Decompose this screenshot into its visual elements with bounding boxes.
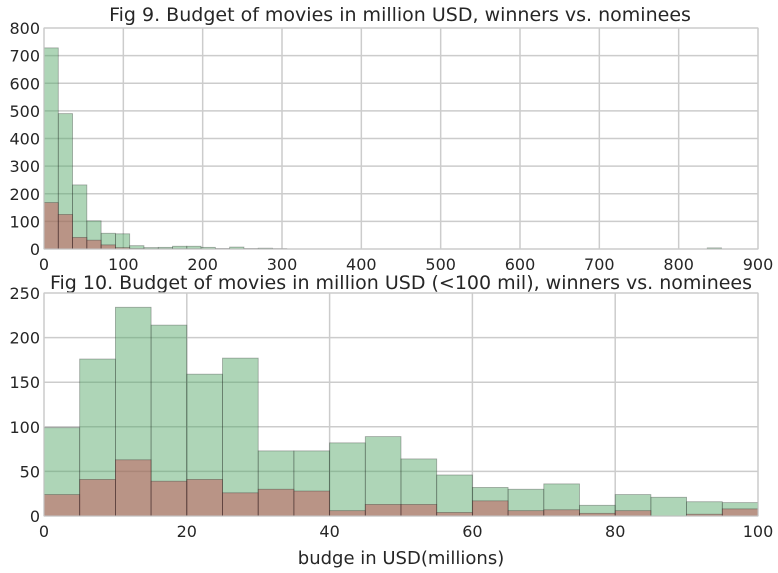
histogram-bar: [293, 450, 330, 517]
chart-title: Fig 9. Budget of movies in million USD, …: [109, 4, 691, 26]
histogram-bar: [43, 494, 81, 517]
histogram-bar: [43, 202, 59, 250]
histogram-bar: [222, 357, 259, 517]
x-tick-label: 200: [187, 255, 218, 274]
histogram-bar: [150, 480, 188, 517]
x-tick-label: 300: [267, 255, 298, 274]
y-tick-label: 100: [9, 418, 40, 437]
x-tick-label: 0: [39, 255, 49, 274]
y-tick-label: 500: [9, 102, 40, 121]
y-tick-label: 400: [9, 130, 40, 149]
histogram-bar: [150, 324, 188, 517]
histogram-bar: [543, 509, 580, 517]
x-tick-labels: 0 20 40 60 80 100: [39, 522, 773, 541]
y-tick-label: 800: [9, 19, 40, 38]
histogram-bar: [72, 236, 88, 250]
x-tick-label: 60: [462, 522, 482, 541]
x-tick-label: 20: [177, 522, 197, 541]
histogram-bar: [650, 496, 688, 517]
histogram-bar: [721, 508, 759, 517]
y-tick-label: 200: [9, 185, 40, 204]
y-tick-label: 200: [9, 329, 40, 348]
histogram-bar: [43, 427, 81, 517]
x-tick-label: 500: [425, 255, 456, 274]
x-tick-label: 100: [743, 522, 774, 541]
y-tick-label: 100: [9, 212, 40, 231]
chart-title: Fig 10. Budget of movies in million USD …: [50, 272, 752, 294]
histogram-bar: [86, 239, 102, 250]
chart-fig-10: Fig 10. Budget of movies in million USD …: [9, 272, 773, 569]
histogram-bar: [329, 510, 366, 517]
y-tick-labels: 0 100 200 300 400 500 600 700 800: [9, 19, 40, 259]
histogram-bar: [115, 459, 152, 517]
plot-frame: [43, 27, 759, 250]
histogram-bar: [257, 450, 295, 517]
y-tick-label: 700: [9, 47, 40, 66]
histogram-bar: [257, 488, 295, 517]
x-tick-label: 900: [743, 255, 774, 274]
histogram-bar: [115, 306, 152, 517]
x-tick-label: 800: [663, 255, 694, 274]
histogram-bar: [57, 214, 73, 250]
histogram-bar: [79, 479, 116, 517]
plot-frame: [43, 292, 759, 517]
x-tick-label: 400: [346, 255, 377, 274]
histogram-bar: [293, 490, 330, 517]
bars: [43, 47, 722, 250]
x-tick-label: 40: [319, 522, 339, 541]
y-tick-labels: 0 50 100 150 200 250: [9, 284, 40, 526]
histogram-bar: [364, 504, 402, 517]
histogram-bar: [471, 500, 509, 517]
histogram-bar: [115, 233, 131, 250]
y-tick-label: 150: [9, 373, 40, 392]
histogram-bar: [436, 512, 473, 517]
x-tick-label: 600: [505, 255, 536, 274]
grid: [43, 27, 759, 250]
y-tick-label: 600: [9, 74, 40, 93]
chart-fig-9: Fig 9. Budget of movies in million USD, …: [9, 4, 773, 274]
histogram-bar: [186, 479, 223, 517]
histogram-bar: [364, 436, 402, 517]
x-tick-label: 700: [584, 255, 615, 274]
x-tick-label: 0: [39, 522, 49, 541]
x-axis-label: budge in USD(millions): [298, 548, 504, 569]
histogram-bar: [400, 458, 438, 517]
y-tick-label: 0: [30, 507, 40, 526]
bars: [43, 306, 759, 517]
histogram-bar: [614, 510, 652, 517]
x-tick-label: 80: [605, 522, 625, 541]
y-tick-label: 250: [9, 284, 40, 303]
histogram-bar: [507, 510, 545, 517]
histogram-bar: [329, 442, 366, 517]
y-tick-label: 300: [9, 157, 40, 176]
histogram-bar: [400, 504, 438, 517]
histogram-bar: [436, 474, 473, 517]
y-tick-label: 50: [20, 462, 40, 481]
x-tick-labels: 0 100 200 300 400 500 600 700 800 900: [39, 255, 773, 274]
y-tick-label: 0: [30, 240, 40, 259]
x-tick-label: 100: [108, 255, 139, 274]
histogram-bar: [100, 244, 116, 250]
histogram-bar: [186, 373, 223, 517]
histogram-bar: [222, 492, 259, 517]
